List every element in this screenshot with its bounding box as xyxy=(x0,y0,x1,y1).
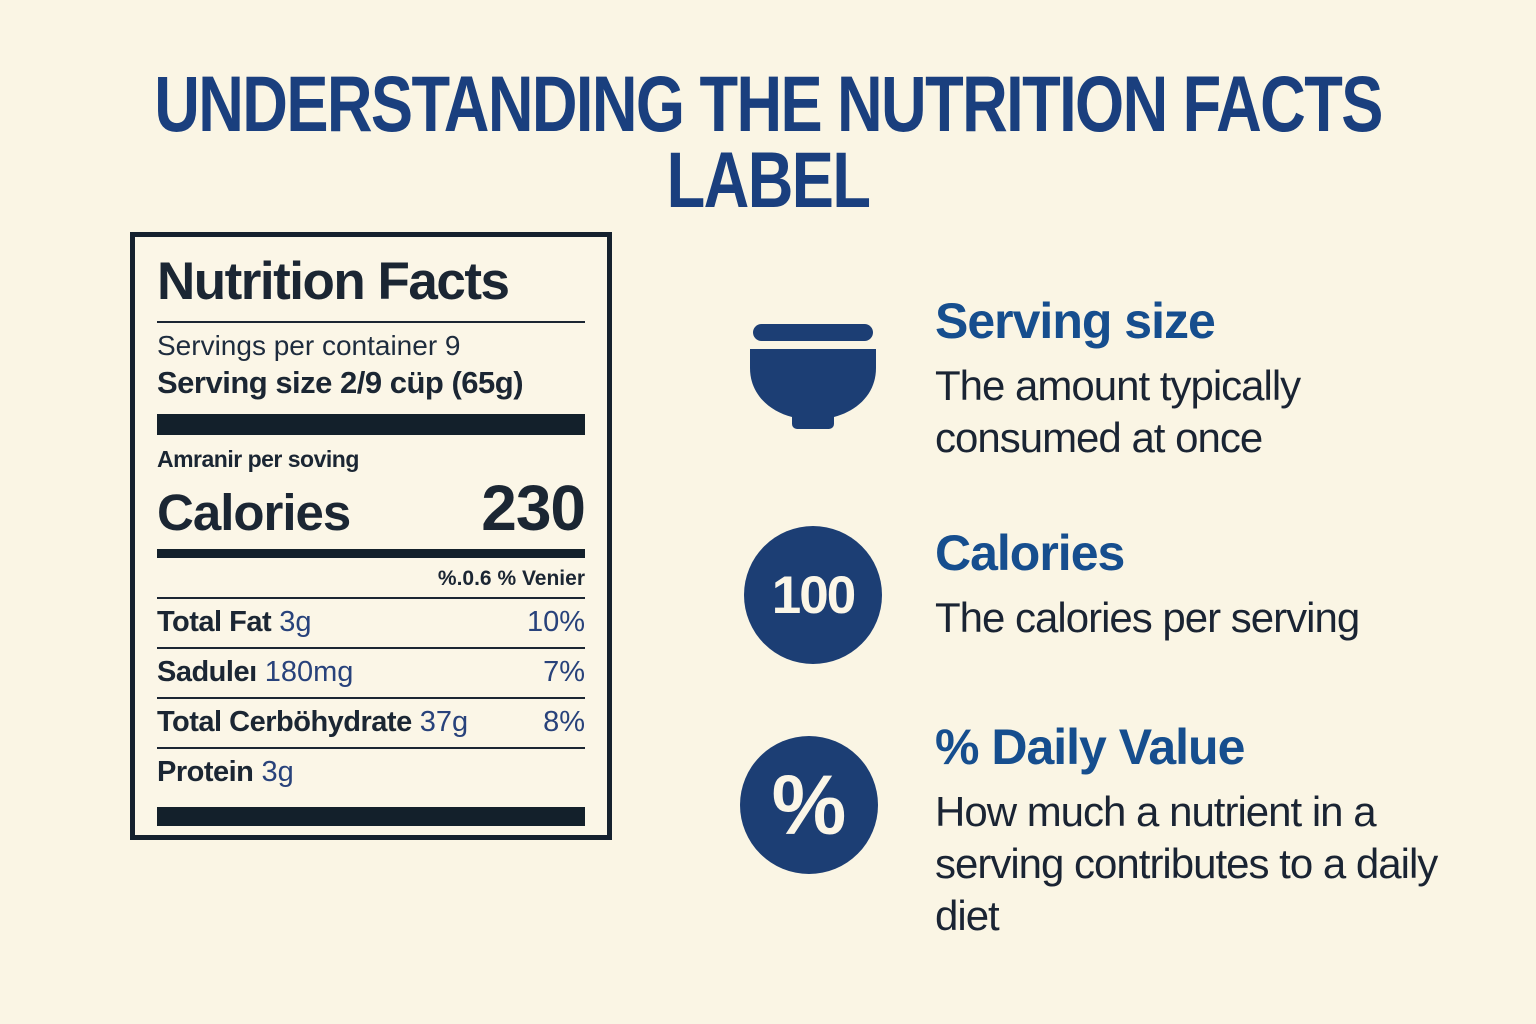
medium-divider-bar xyxy=(157,549,585,558)
legend-text-serving-size: Serving size The amount typically consum… xyxy=(935,292,1405,464)
nutrient-name: Total Cerböhydrate xyxy=(157,706,412,738)
calories-label: Calories xyxy=(157,484,351,541)
legend-heading: Calories xyxy=(935,525,1125,581)
calories-row: Calories 230 xyxy=(157,471,586,545)
100-badge-text: 100 xyxy=(744,526,882,664)
legend-body: The calories per serving xyxy=(935,594,1360,641)
nutrient-daily-value: 8% xyxy=(543,706,585,738)
page-title: UNDERSTANDING THE NUTRITION FACTS LABEL xyxy=(154,59,1383,224)
nutrient-amount: 3g xyxy=(279,606,312,638)
percent-badge-text: % xyxy=(740,736,878,874)
nutrient-name-amount: Total Cerböhydrate 37g xyxy=(157,706,468,739)
nutrient-name-amount: Saduleı 180mg xyxy=(157,656,353,689)
nutrient-name-amount: Protein 3g xyxy=(157,756,294,789)
daily-value-header: %.0.6 % Venier xyxy=(437,567,585,590)
thick-divider-bar xyxy=(157,414,585,435)
calories-value: 230 xyxy=(481,472,586,544)
nutrient-name: Total Fat xyxy=(157,606,272,638)
nutrient-rows: Total Fat 3g 10% Saduleı 180mg 7% Total … xyxy=(157,597,585,797)
amount-per-serving-line: Amranir per soving xyxy=(157,446,359,472)
legend-body: The amount typically consumed at once xyxy=(935,362,1301,461)
nutrient-name: Saduleı xyxy=(157,656,257,688)
table-row: Total Fat 3g 10% xyxy=(157,599,585,649)
nutrient-name: Protein xyxy=(157,756,254,788)
nutrition-facts-label: Nutrition Facts Servings per container 9… xyxy=(130,232,612,840)
thick-divider-bar xyxy=(157,807,585,826)
legend-heading: % Daily Value xyxy=(935,719,1245,775)
legend-heading: Serving size xyxy=(935,293,1216,349)
nutrient-amount: 37g xyxy=(419,706,469,738)
percent-badge-icon: % xyxy=(740,736,890,874)
divider xyxy=(157,321,585,323)
serving-size-line: Serving size 2/9 cüp (65g) xyxy=(157,365,524,400)
nutrient-name-amount: Total Fat 3g xyxy=(157,606,312,639)
nutrition-facts-title: Nutrition Facts xyxy=(157,252,510,311)
nutrient-amount: 180mg xyxy=(264,656,354,688)
legend-body: How much a nutrient in a serving contrib… xyxy=(935,788,1438,939)
100-badge-icon: 100 xyxy=(744,526,894,664)
page-title-line2: LABEL xyxy=(666,135,871,224)
legend-text-daily-value: % Daily Value How much a nutrient in a s… xyxy=(935,718,1450,942)
nutrient-daily-value: 7% xyxy=(543,656,585,688)
legend-text-calories: Calories The calories per serving xyxy=(935,524,1455,644)
nutrient-amount: 3g xyxy=(261,756,294,788)
table-row: Protein 3g xyxy=(157,749,585,797)
servings-per-container: Servings per container 9 xyxy=(157,330,461,361)
nutrient-daily-value: 10% xyxy=(526,606,585,638)
table-row: Total Cerböhydrate 37g 8% xyxy=(157,699,585,749)
table-row: Saduleı 180mg 7% xyxy=(157,649,585,699)
page-title-line1: UNDERSTANDING THE NUTRITION FACTS xyxy=(154,59,1383,148)
bowl-icon xyxy=(738,320,888,430)
